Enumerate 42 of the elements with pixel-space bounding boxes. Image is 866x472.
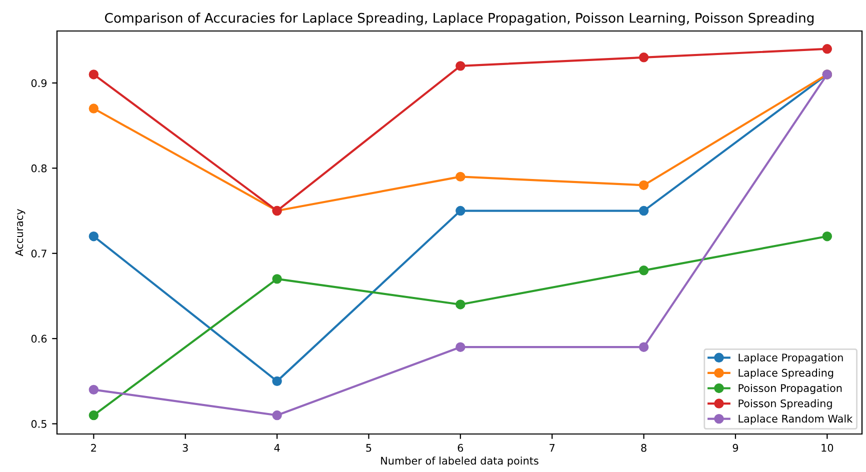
x-tick-label: 3 (182, 444, 188, 452)
x-axis-title: Number of labeled data points (381, 456, 538, 467)
y-tick-label: 0.9 (31, 79, 47, 88)
point (88, 104, 99, 114)
point (88, 70, 99, 80)
point (88, 410, 99, 420)
x-tick-label: 2 (91, 444, 96, 452)
y-tick-label: 0.7 (31, 250, 46, 258)
legend-label: Poisson Spreading (738, 399, 832, 410)
point (638, 266, 649, 276)
point (638, 206, 649, 216)
point (638, 180, 649, 190)
point (822, 44, 832, 54)
point (822, 231, 832, 242)
legend-label: Poisson Propagation (738, 384, 842, 394)
x-tick-label: 7 (550, 444, 555, 452)
point (456, 61, 466, 71)
point (272, 410, 282, 420)
point (272, 274, 282, 284)
point (88, 231, 99, 242)
x-tick-label: 6 (458, 444, 464, 452)
y-tick-label: 0.8 (31, 164, 47, 172)
point (88, 384, 99, 395)
legend-label: Laplace Random Walk (738, 414, 853, 425)
y-tick-label: 0.6 (31, 334, 47, 343)
x-tick-label: 4 (274, 444, 280, 452)
point (638, 52, 649, 62)
x-tick-label: 9 (732, 444, 738, 452)
point (456, 172, 466, 182)
x-tick-label: 8 (641, 444, 646, 452)
point (456, 206, 466, 216)
x-tick-label: 5 (366, 444, 372, 452)
chart-title: Comparison of Accuracies for Laplace Spreading, Laplace Propagation, Poisson Learning, Poisson Spreading (105, 12, 814, 26)
x-tick-label: 10 (822, 444, 834, 452)
point (456, 342, 466, 352)
y-axis-title: Accuracy (15, 209, 26, 256)
legend-label: Laplace Propagation (738, 353, 843, 364)
point (456, 300, 466, 310)
legend-label: Laplace Spreading (738, 368, 834, 379)
point (638, 342, 649, 352)
point (272, 376, 282, 386)
y-tick-label: 0.5 (31, 420, 46, 428)
